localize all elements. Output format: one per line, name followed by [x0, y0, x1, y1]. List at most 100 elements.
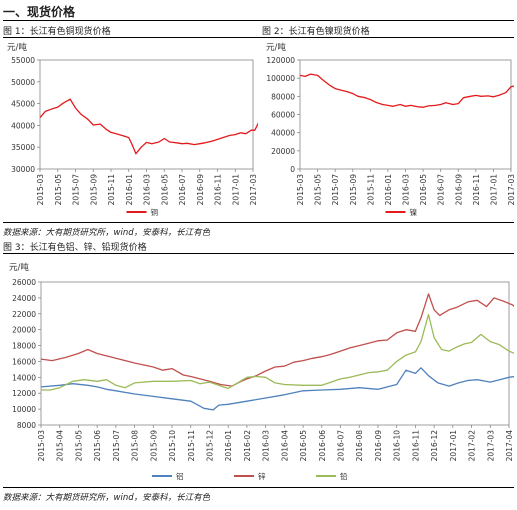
- y-tick-label: 22000: [12, 310, 36, 319]
- y-tick-label: 30000: [11, 165, 35, 174]
- x-tick-label: 2016-12: [430, 430, 439, 462]
- section-title: 一、现货价格: [3, 5, 76, 19]
- source-rule-3: [3, 487, 514, 488]
- x-tick-label: 2016-05: [419, 174, 428, 206]
- x-tick-label: 2016-07: [337, 430, 346, 462]
- y-tick-label: 0: [290, 165, 295, 174]
- legend-label-copper: 铜: [151, 207, 159, 217]
- y-tick-label: 14000: [12, 373, 36, 382]
- x-tick-label: 2016-11: [411, 430, 420, 462]
- figure-1-caption: 图 1：长江有色铜现货价格: [3, 27, 111, 37]
- y-tick-label: 20000: [12, 326, 36, 335]
- legend-label-lead: 铅: [340, 471, 348, 481]
- y-tick-label: 55000: [11, 56, 35, 65]
- x-tick-label: 2015-11: [107, 174, 116, 206]
- series-line-aluminum: [40, 367, 514, 411]
- series-line-nickel: [299, 73, 514, 108]
- x-tick-label: 2016-09: [196, 174, 205, 206]
- x-tick-label: 2015-07: [112, 430, 121, 462]
- x-tick-label: 2015-07: [331, 174, 340, 206]
- legend-label-zinc: 锌: [258, 471, 266, 481]
- x-tick-label: 2015-09: [149, 430, 158, 462]
- plot-area: [40, 281, 510, 426]
- x-tick-label: 2016-03: [143, 174, 152, 206]
- y-tick-label: 60000: [271, 111, 295, 120]
- x-tick-label: 2015-11: [366, 174, 375, 206]
- x-tick-label: 2016-05: [160, 174, 169, 206]
- x-tick-label: 2017-03: [507, 174, 514, 206]
- data-source-3: 数据来源：大有期货研究所，wind，安泰科，长江有色: [3, 493, 211, 503]
- source-rule-1: [3, 222, 514, 223]
- y-tick-label: 35000: [11, 143, 35, 152]
- x-tick-label: 2016-02: [243, 430, 252, 462]
- y-axis-unit-label: 元/吨: [9, 262, 29, 273]
- x-tick-label: 2017-01: [489, 174, 498, 206]
- y-tick-label: 8000: [17, 421, 36, 430]
- x-tick-label: 2015-10: [168, 430, 177, 462]
- series-line-zinc: [40, 293, 514, 387]
- plot-area: [299, 59, 512, 170]
- copper-price-chart: 30000 35000 40000 45000 50000 55000 元/吨 2015-03…: [7, 42, 258, 217]
- x-tick-label: 2015-09: [349, 174, 358, 206]
- x-tick-label: 2016-03: [262, 430, 271, 462]
- x-tick-label: 2015-03: [296, 174, 305, 206]
- x-tick-label: 2016-09: [454, 174, 463, 206]
- y-tick-label: 80000: [271, 92, 295, 101]
- y-tick-label: 50000: [11, 78, 35, 87]
- x-tick-label: 2016-04: [280, 430, 289, 462]
- x-tick-label: 2016-11: [472, 174, 481, 206]
- y-tick-label: 20000: [271, 147, 295, 156]
- x-tick-label: 2015-09: [89, 174, 98, 206]
- y-tick-label: 45000: [11, 100, 35, 109]
- x-tick-label: 2016-03: [402, 174, 411, 206]
- x-tick-label: 2017-03: [486, 430, 495, 462]
- section-rule: [3, 20, 514, 21]
- series-line-copper: [39, 98, 258, 155]
- x-tick-label: 2016-07: [178, 174, 187, 206]
- y-tick-label: 16000: [12, 357, 36, 366]
- legend-label-aluminum: 铝: [176, 471, 184, 481]
- x-tick-label: 2015-05: [54, 174, 63, 206]
- x-tick-label: 2015-11: [187, 430, 196, 462]
- y-tick-label: 18000: [12, 342, 36, 351]
- y-tick-label: 12000: [12, 389, 36, 398]
- x-tick-label: 2017-03: [249, 174, 258, 206]
- x-tick-label: 2015-05: [74, 430, 83, 462]
- y-tick-label: 120000: [266, 56, 295, 65]
- y-tick-label: 24000: [12, 294, 36, 303]
- y-tick-label: 40000: [271, 129, 295, 138]
- y-tick-label: 100000: [266, 74, 295, 83]
- x-tick-label: 2015-03: [36, 174, 45, 206]
- x-tick-label: 2015-03: [37, 430, 46, 462]
- x-tick-label: 2015-08: [131, 430, 140, 462]
- y-tick-label: 10000: [12, 405, 36, 414]
- x-tick-label: 2015-12: [205, 430, 214, 462]
- caption-rule-3: [3, 253, 514, 254]
- x-tick-label: 2016-01: [125, 174, 134, 206]
- series-line-lead: [41, 313, 514, 391]
- x-tick-label: 2017-04: [505, 430, 514, 462]
- y-tick-label: 40000: [11, 121, 35, 130]
- data-source-1: 数据来源：大有期货研究所，wind，安泰科，长江有色: [3, 228, 211, 238]
- x-tick-label: 2016-08: [355, 430, 364, 462]
- y-tick-label: 26000: [12, 278, 36, 287]
- figure-3-caption: 图 3：长江有色铝、锌、铅现货价格: [3, 243, 147, 253]
- nickel-price-chart: 0 20000 40000 60000 80000 100000 120000 元/吨 2015…: [266, 42, 514, 217]
- legend-label-nickel: 镍: [410, 207, 418, 217]
- x-tick-label: 2016-01: [384, 174, 393, 206]
- x-tick-label: 2015-07: [72, 174, 81, 206]
- x-tick-label: 2016-06: [318, 430, 327, 462]
- x-tick-label: 2016-11: [214, 174, 223, 206]
- x-tick-label: 2016-05: [299, 430, 308, 462]
- plot-area: [39, 59, 254, 170]
- x-tick-label: 2016-10: [393, 430, 402, 462]
- y-axis-unit-label: 元/吨: [7, 42, 27, 53]
- x-tick-label: 2017-01: [449, 430, 458, 462]
- figure-2-caption: 图 2：长江有色镍现货价格: [262, 27, 370, 37]
- x-tick-label: 2015-05: [314, 174, 323, 206]
- x-tick-label: 2017-02: [468, 430, 477, 462]
- x-tick-label: 2017-01: [231, 174, 240, 206]
- x-tick-label: 2015-06: [93, 430, 102, 462]
- y-axis-unit-label: 元/吨: [266, 42, 286, 53]
- x-tick-label: 2015-04: [56, 430, 65, 462]
